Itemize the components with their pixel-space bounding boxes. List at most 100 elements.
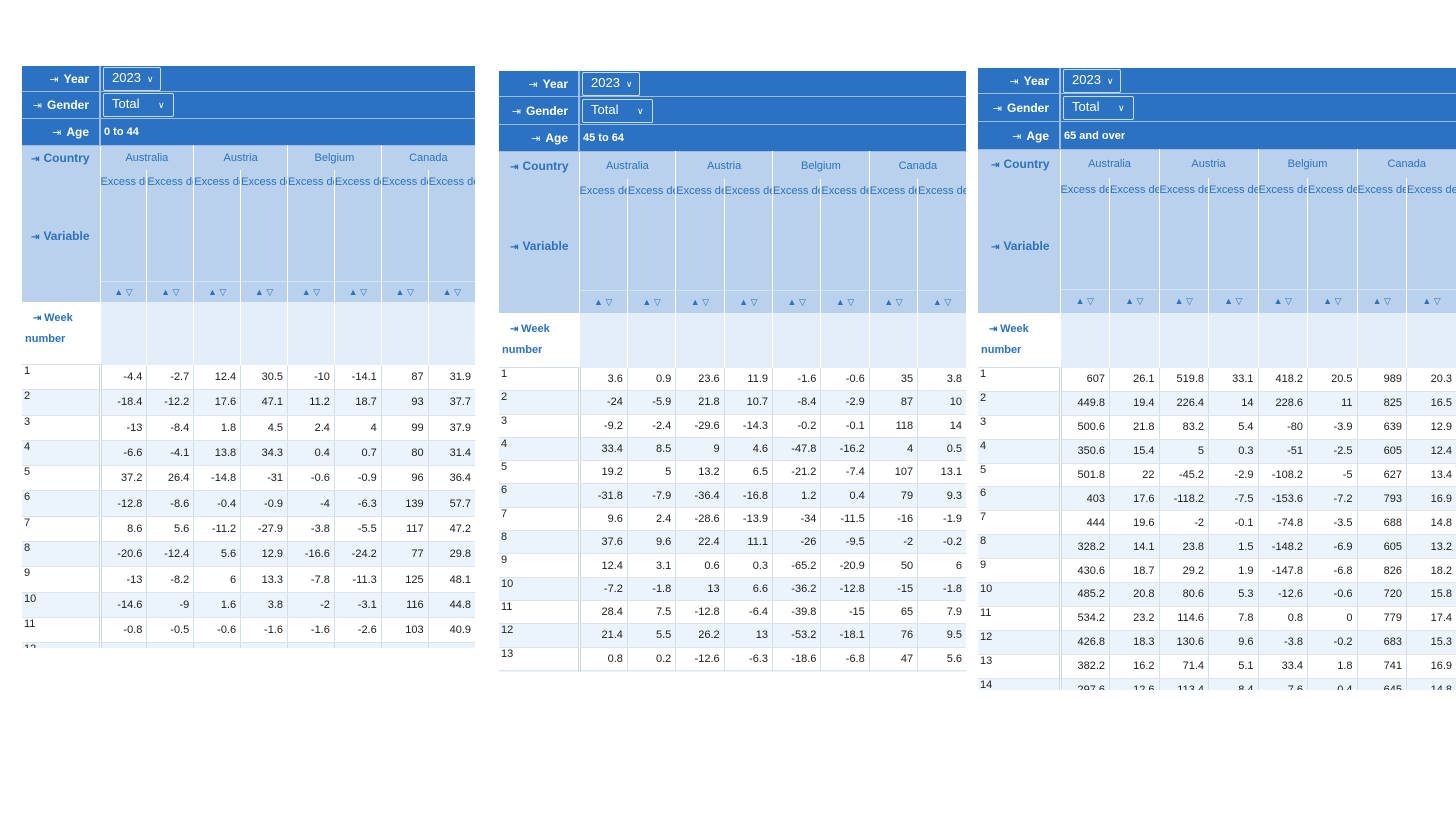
age-label[interactable]: ⇥ Age (499, 124, 580, 152)
sort-descending-icon[interactable]: ▽ (893, 296, 903, 307)
sort-control[interactable]: ▲ ▽ (380, 281, 429, 302)
year-label[interactable]: ⇥ Year (22, 66, 101, 92)
sort-control[interactable]: ▲ ▽ (1059, 289, 1110, 313)
sort-descending-icon[interactable]: ▽ (1381, 296, 1391, 306)
sort-ascending-icon[interactable]: ▲ (1075, 296, 1085, 306)
sort-descending-icon[interactable]: ▽ (844, 296, 855, 307)
sort-ascending-icon[interactable]: ▲ (1273, 296, 1283, 306)
gender-select[interactable]: Total ∨ (103, 93, 174, 117)
variable-label[interactable]: ⇥ Variable (22, 170, 101, 302)
sort-descending-icon[interactable]: ▽ (1233, 296, 1243, 306)
sort-ascending-icon[interactable]: ▲ (254, 286, 264, 297)
sort-descending-icon[interactable]: ▽ (451, 286, 461, 297)
sort-control[interactable]: ▲ ▽ (1208, 289, 1258, 313)
sort-control[interactable]: ▲ ▽ (626, 290, 676, 313)
week-number-label[interactable]: ⇥ Week number (499, 313, 579, 368)
variable-label[interactable]: ⇥ Variable (499, 179, 580, 313)
sort-descending-icon[interactable]: ▽ (1134, 296, 1144, 306)
sort-ascending-icon[interactable]: ▲ (642, 296, 652, 307)
sort-control[interactable]: ▲ ▽ (1257, 289, 1308, 313)
sort-control[interactable]: ▲ ▽ (99, 281, 147, 302)
sort-descending-icon[interactable]: ▽ (404, 286, 414, 297)
year-select[interactable]: 2023 ∨ (582, 71, 640, 96)
sort-descending-icon[interactable]: ▽ (748, 296, 758, 307)
sort-ascending-icon[interactable]: ▲ (787, 296, 797, 307)
sort-ascending-icon[interactable]: ▲ (442, 286, 452, 297)
sort-descending-icon[interactable]: ▽ (216, 286, 227, 297)
country-label[interactable]: ⇥ Country (22, 145, 101, 170)
sort-control[interactable]: ▲ ▽ (917, 290, 966, 313)
variable-label[interactable]: ⇥ Variable (978, 178, 1061, 313)
sort-control[interactable]: ▲ ▽ (1356, 289, 1407, 313)
sort-ascending-icon[interactable]: ▲ (1323, 296, 1332, 306)
sort-descending-icon[interactable]: ▽ (651, 296, 661, 307)
sort-control[interactable]: ▲ ▽ (1109, 289, 1159, 313)
sort-descending-icon[interactable]: ▽ (263, 286, 274, 297)
sort-descending-icon[interactable]: ▽ (1084, 296, 1094, 306)
sort-control[interactable]: ▲ ▽ (675, 290, 725, 313)
sort-descending-icon[interactable]: ▽ (357, 286, 367, 297)
sort-descending-icon[interactable]: ▽ (1183, 296, 1193, 306)
sort-control[interactable]: ▲ ▽ (193, 281, 241, 302)
sort-control[interactable]: ▲ ▽ (333, 281, 382, 302)
gender-select[interactable]: Total ∨ (1063, 95, 1134, 120)
gender-label[interactable]: ⇥ Gender (22, 91, 101, 119)
sort-control[interactable]: ▲ ▽ (820, 290, 870, 313)
country-label[interactable]: ⇥ Country (978, 149, 1061, 178)
sort-ascending-icon[interactable]: ▲ (884, 296, 894, 307)
value-cell: 5.5 (626, 623, 676, 648)
sort-control[interactable]: ▲ ▽ (287, 281, 335, 302)
sort-ascending-icon[interactable]: ▲ (161, 286, 171, 297)
sort-ascending-icon[interactable]: ▲ (1422, 296, 1432, 306)
sort-descending-icon[interactable]: ▽ (123, 286, 133, 297)
sort-ascending-icon[interactable]: ▲ (835, 296, 845, 307)
sort-ascending-icon[interactable]: ▲ (739, 296, 749, 307)
sort-ascending-icon[interactable]: ▲ (395, 286, 405, 297)
sort-control[interactable]: ▲ ▽ (1158, 289, 1209, 313)
sort-descending-icon[interactable]: ▽ (1332, 296, 1342, 306)
sort-descending-icon[interactable]: ▽ (699, 296, 710, 307)
sort-ascending-icon[interactable]: ▲ (114, 286, 124, 297)
week-number-label[interactable]: ⇥ Week number (978, 313, 1060, 368)
gender-select[interactable]: Total ∨ (582, 98, 653, 123)
table-row: 6 403 17.6 -118.2 -7.5 -153.6 -7.2 793 16.9 (978, 486, 1456, 512)
sort-ascending-icon[interactable]: ▲ (1125, 296, 1134, 306)
sort-ascending-icon[interactable]: ▲ (932, 296, 942, 307)
sort-control[interactable]: ▲ ▽ (723, 290, 773, 313)
sort-descending-icon[interactable]: ▽ (602, 296, 613, 307)
sort-ascending-icon[interactable]: ▲ (1174, 296, 1184, 306)
week-number-label[interactable]: ⇥ Week number (22, 302, 100, 365)
sort-ascending-icon[interactable]: ▲ (594, 296, 603, 307)
sort-control[interactable]: ▲ ▽ (1406, 289, 1456, 313)
sort-control[interactable]: ▲ ▽ (146, 281, 194, 302)
sort-control[interactable]: ▲ ▽ (578, 290, 628, 313)
sort-descending-icon[interactable]: ▽ (941, 296, 952, 307)
year-select[interactable]: 2023 ∨ (1063, 68, 1121, 93)
sort-descending-icon[interactable]: ▽ (796, 296, 806, 307)
country-label[interactable]: ⇥ Country (499, 151, 580, 179)
gender-label[interactable]: ⇥ Gender (978, 93, 1061, 122)
sort-ascending-icon[interactable]: ▲ (208, 286, 217, 297)
sort-control[interactable]: ▲ ▽ (240, 281, 288, 302)
sort-ascending-icon[interactable]: ▲ (301, 286, 311, 297)
value-cell: 29.2 (1158, 558, 1209, 584)
sort-descending-icon[interactable]: ▽ (170, 286, 180, 297)
year-label[interactable]: ⇥ Year (978, 68, 1061, 94)
sort-ascending-icon[interactable]: ▲ (348, 286, 358, 297)
sort-control[interactable]: ▲ ▽ (868, 290, 918, 313)
sort-control[interactable]: ▲ ▽ (427, 281, 475, 302)
gender-label[interactable]: ⇥ Gender (499, 96, 580, 125)
value-cell: 449.8 (1059, 391, 1110, 416)
sort-ascending-icon[interactable]: ▲ (1224, 296, 1233, 306)
age-label[interactable]: ⇥ Age (22, 118, 101, 146)
year-select[interactable]: 2023 ∨ (103, 66, 161, 91)
age-label[interactable]: ⇥ Age (978, 121, 1061, 150)
sort-control[interactable]: ▲ ▽ (1307, 289, 1357, 313)
sort-control[interactable]: ▲ ▽ (771, 290, 821, 313)
sort-descending-icon[interactable]: ▽ (1282, 296, 1292, 306)
sort-descending-icon[interactable]: ▽ (310, 286, 321, 297)
sort-descending-icon[interactable]: ▽ (1431, 296, 1441, 306)
sort-ascending-icon[interactable]: ▲ (1372, 296, 1382, 306)
sort-ascending-icon[interactable]: ▲ (690, 296, 700, 307)
year-label[interactable]: ⇥ Year (499, 71, 580, 97)
